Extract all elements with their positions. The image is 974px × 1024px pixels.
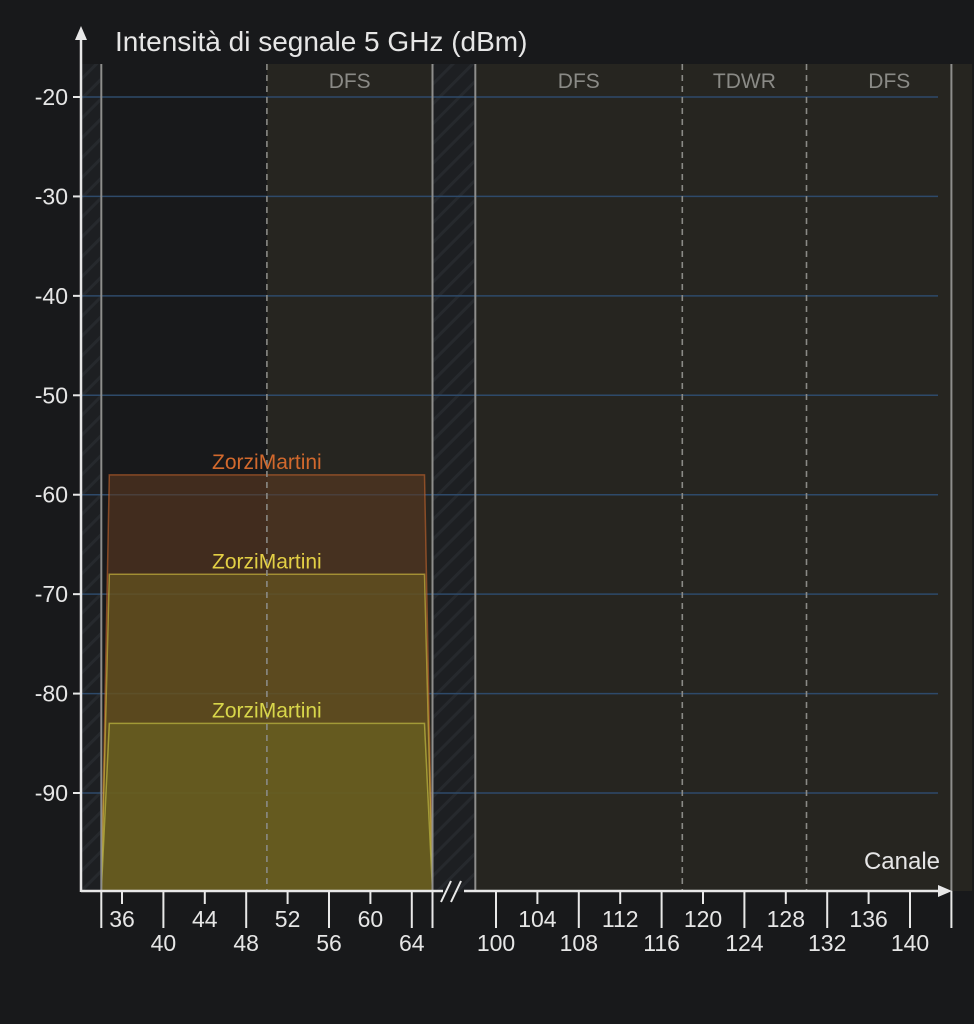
x-axis-arrow: [938, 885, 952, 897]
series-label-0: ZorziMartini: [212, 451, 322, 474]
y-axis-arrow: [75, 26, 87, 40]
x-tick-label-14: 124: [725, 930, 764, 956]
band-labels: DFS DFS TDWR DFS: [329, 70, 911, 93]
y-tick-label-5: -70: [35, 581, 68, 607]
series-label-1: ZorziMartini: [212, 550, 322, 573]
band-2: [475, 64, 683, 891]
x-tick-label-4: 52: [275, 906, 301, 932]
series-labels: ZorziMartini ZorziMartini ZorziMartini: [212, 451, 322, 723]
x-tick-label-18: 140: [891, 930, 929, 956]
y-tick-label-7: -90: [35, 780, 68, 806]
x-tick-label-0: 36: [109, 906, 135, 932]
y-tick-label-6: -80: [35, 681, 68, 707]
x-axis-break-mark-2: [450, 880, 462, 903]
x-tick-label-1: 40: [151, 930, 177, 956]
x-tick-label-3: 48: [233, 930, 259, 956]
x-tick-label-16: 132: [808, 930, 846, 956]
y-ticks: -20 -30 -40 -50 -60 -70 -80 -90: [35, 84, 81, 806]
band-label-4: DFS: [868, 70, 910, 93]
y-tick-label-0: -20: [35, 84, 68, 110]
x-axis-break-mark-1: [440, 880, 452, 903]
x-tick-label-15: 128: [767, 906, 805, 932]
x-tick-label-6: 60: [358, 906, 384, 932]
x-tick-label-7: 64: [399, 930, 425, 956]
x-tick-label-10: 108: [560, 930, 598, 956]
y-tick-label-2: -40: [35, 283, 68, 309]
band-dividers: [100, 64, 953, 891]
y-tick-label-4: -60: [35, 482, 68, 508]
channel-bands: [266, 64, 973, 891]
x-tick-label-5: 56: [316, 930, 342, 956]
band-label-3: TDWR: [713, 70, 776, 93]
y-tick-label-3: -50: [35, 382, 68, 408]
band-label-1: DFS: [329, 70, 371, 93]
x-ticks: 36 40 44 48 52 56 60 64 100104108112116120124128…: [100, 891, 953, 956]
series-label-2: ZorziMartini: [212, 699, 322, 722]
gap-left: [82, 64, 100, 892]
chart-title: Intensità di segnale 5 GHz (dBm): [115, 26, 527, 57]
gap-middle: [432, 64, 474, 892]
x-tick-label-8: 100: [477, 930, 515, 956]
x-tick-label-17: 136: [849, 906, 887, 932]
x-tick-label-9: 104: [518, 906, 557, 932]
band-3: [682, 64, 807, 891]
x-tick-label-11: 112: [602, 906, 639, 932]
band-4: [806, 64, 973, 891]
x-tick-label-12: 116: [643, 930, 680, 956]
y-tick-label-1: -30: [35, 183, 68, 209]
x-tick-label-13: 120: [684, 906, 722, 932]
band-label-2: DFS: [558, 70, 600, 93]
x-axis-label: Canale: [864, 848, 940, 875]
x-tick-label-2: 44: [192, 906, 218, 932]
